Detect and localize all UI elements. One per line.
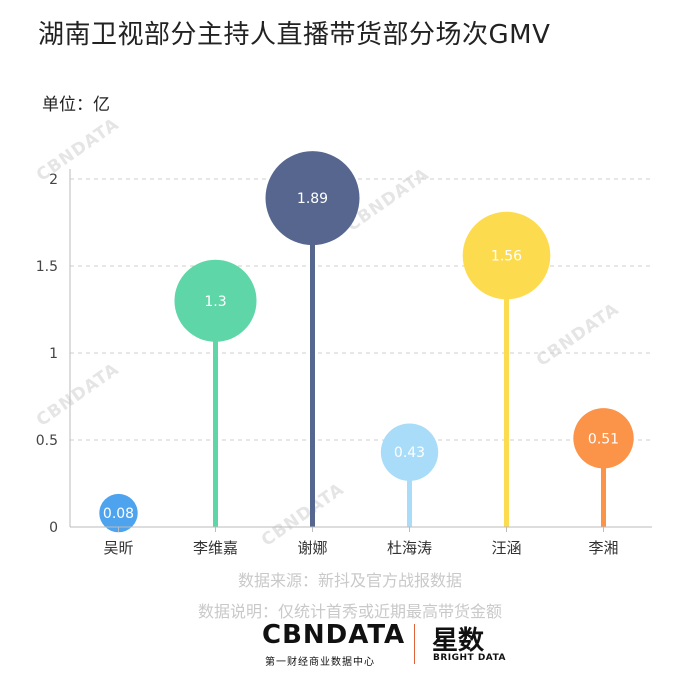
lollipop-bubble [265, 151, 360, 246]
lollipop-bubble [462, 211, 551, 300]
value-label: 0.43 [394, 445, 425, 461]
value-label: 1.56 [491, 249, 522, 265]
x-tick-label: 杜海涛 [387, 539, 432, 557]
x-tick-label: 李维嘉 [193, 539, 238, 557]
lollipop-bubble [380, 423, 439, 481]
value-label: 0.51 [588, 431, 619, 447]
lollipop-bubble [573, 408, 634, 469]
x-tick-label: 李湘 [588, 539, 618, 557]
chart-title: 湖南卫视部分主持人直播带货部分场次GMV [38, 20, 551, 50]
data-note: 数据说明：仅统计首秀或近期最高带货金额 [197, 602, 502, 621]
value-label: 1.89 [297, 191, 328, 207]
lollipop-bubble [174, 259, 257, 342]
value-label: 1.3 [204, 294, 226, 310]
data-source: 数据来源：新抖及官方战报数据 [237, 571, 462, 590]
unit-label: 单位：亿 [42, 95, 110, 115]
y-tick-label: 0 [49, 520, 58, 536]
y-tick-label: 2 [49, 172, 58, 188]
value-label: 0.08 [103, 506, 134, 522]
y-tick-label: 1.5 [36, 259, 58, 275]
lollipop-bubble [99, 493, 138, 533]
brand-divider [414, 624, 415, 664]
cbndata-logo: CBNDATA [262, 620, 406, 650]
xingshu-logo: 星数 [432, 626, 485, 656]
x-tick-label: 谢娜 [297, 539, 327, 557]
x-tick-label: 汪涵 [491, 539, 521, 557]
lollipop-chart: 00.511.520.08吴昕1.3李维嘉1.89谢娜0.43杜海涛1.56汪涵… [36, 151, 652, 557]
cbndata-subtitle: 第一财经商业数据中心 [265, 657, 375, 668]
xingshu-subtitle: BRIGHT DATA [433, 653, 506, 663]
x-tick-label: 吴昕 [103, 539, 133, 557]
y-tick-label: 0.5 [36, 433, 58, 449]
y-tick-label: 1 [49, 346, 58, 362]
brand-footer: CBNDATA 第一财经商业数据中心 星数 BRIGHT DATA [0, 620, 700, 678]
